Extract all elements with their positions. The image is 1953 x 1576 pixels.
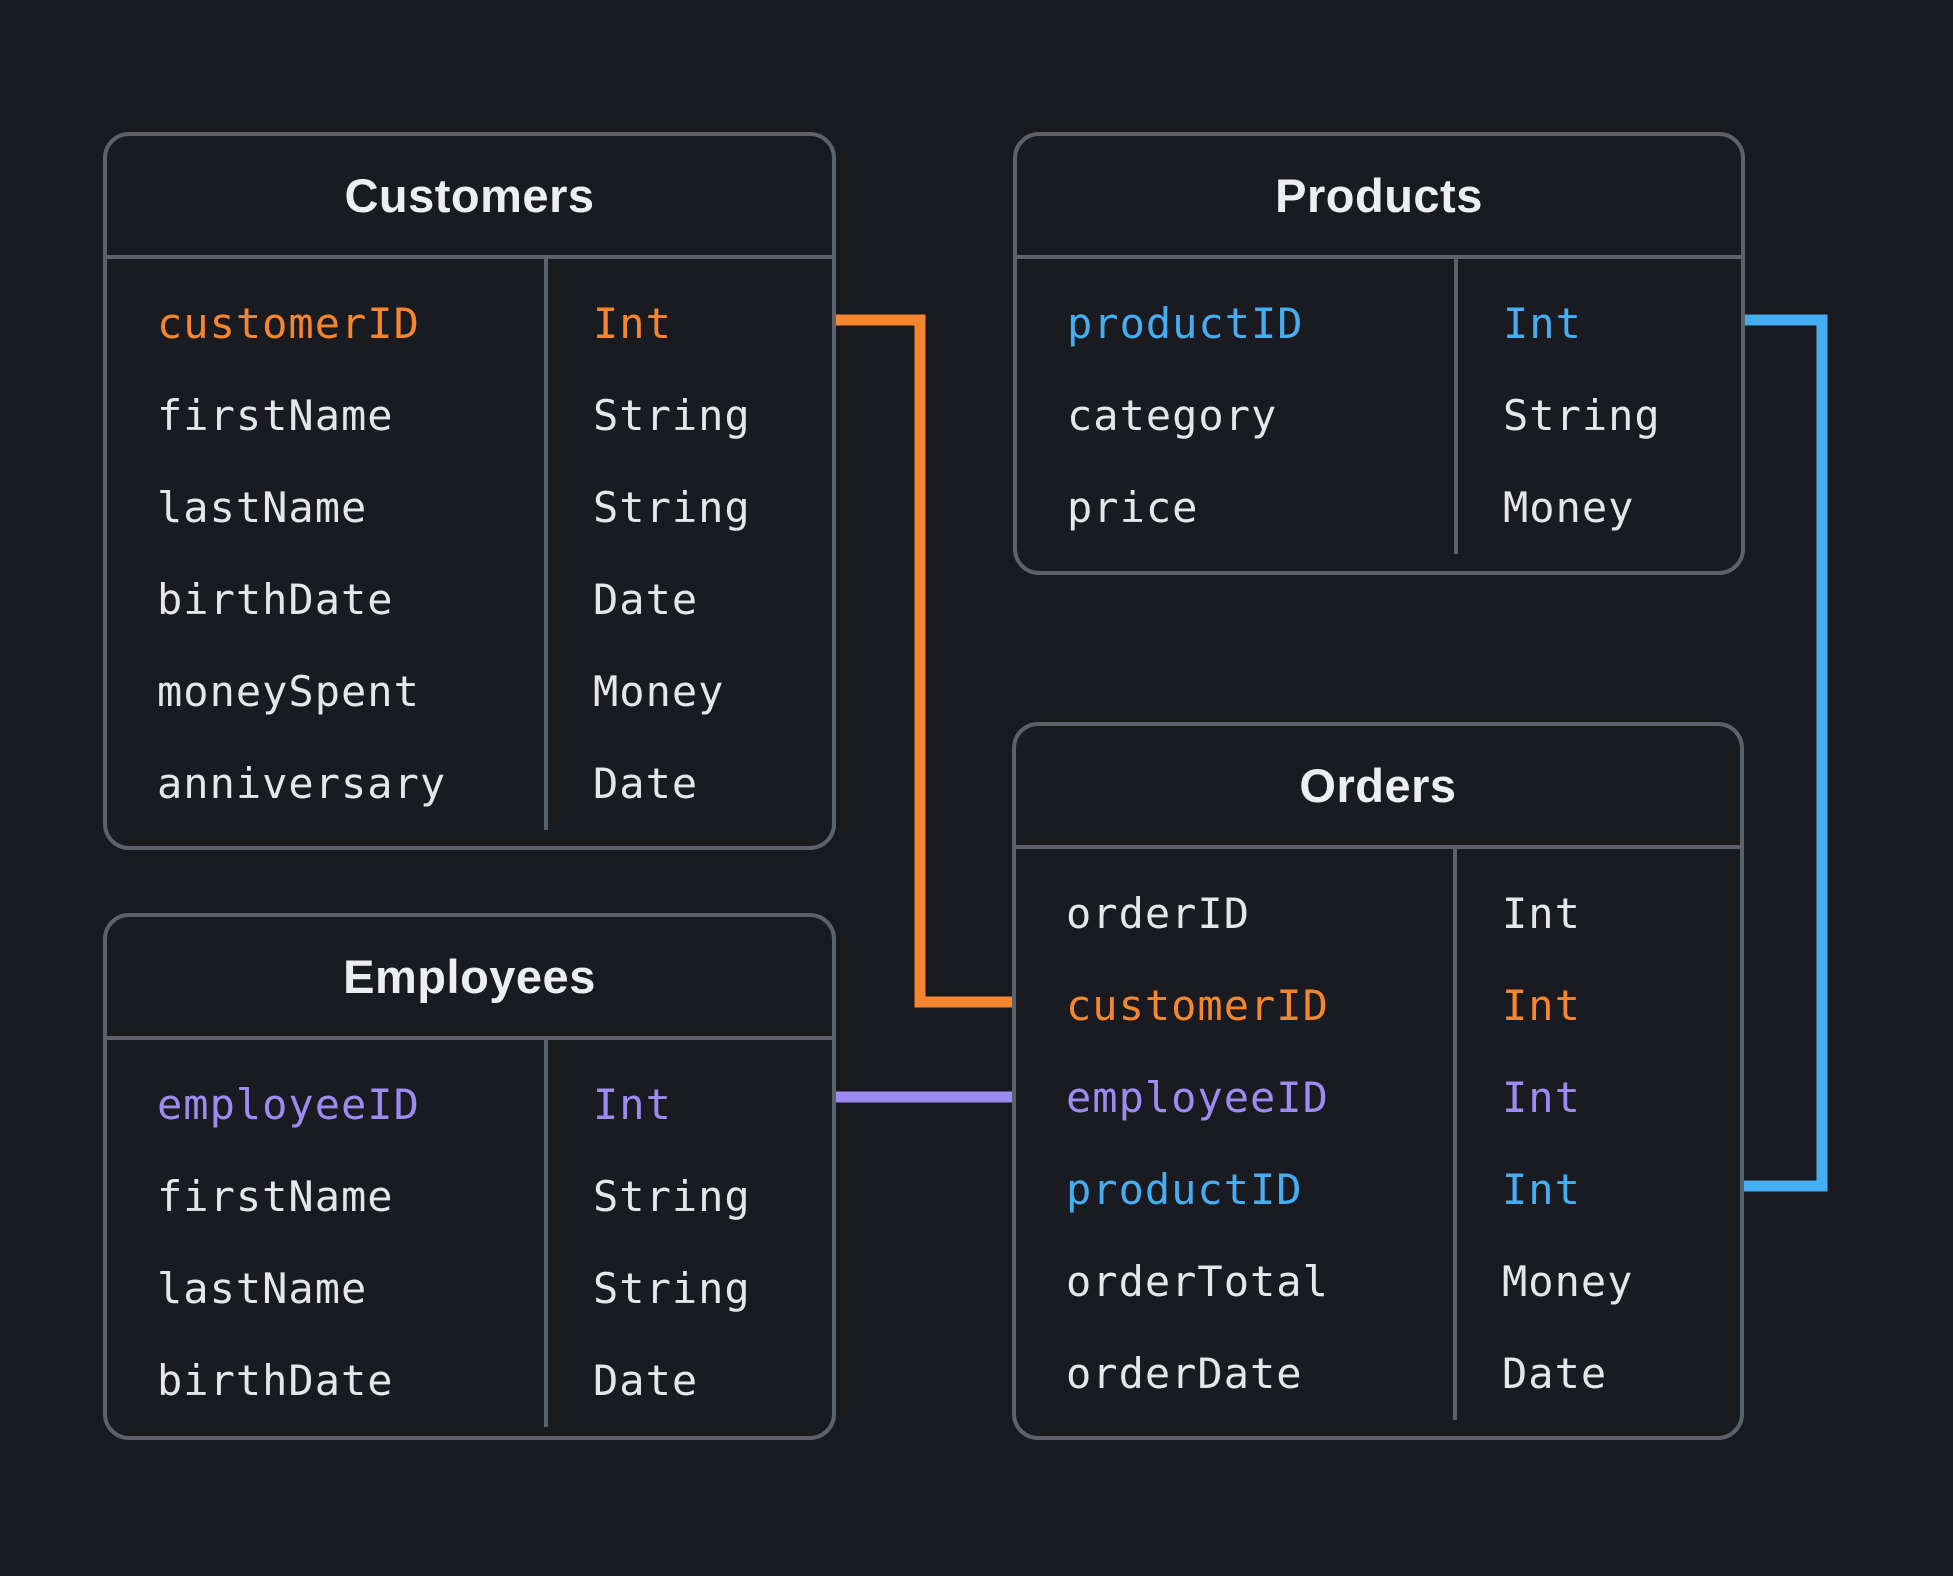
field-name: employeeID [1066, 1073, 1329, 1122]
field-type: Date [593, 1356, 699, 1405]
field-type: Int [1503, 299, 1582, 348]
field-name: moneySpent [157, 667, 420, 716]
table-products-header: Products [1017, 136, 1741, 259]
field-name: lastName [157, 1264, 368, 1313]
field-row: birthDate Date [107, 1335, 832, 1427]
table-customers-title: Customers [344, 169, 595, 222]
field-type: Money [1503, 483, 1635, 532]
field-row: birthDate Date [107, 554, 832, 646]
field-name: productID [1067, 299, 1304, 348]
field-type: String [1503, 391, 1661, 440]
field-type: Int [593, 299, 672, 348]
field-name: category [1067, 391, 1278, 440]
field-row: lastName String [107, 462, 832, 554]
field-name: customerID [1066, 981, 1329, 1030]
table-products-body: productID Int category String price Mone… [1017, 259, 1741, 554]
field-row: orderDate Date [1016, 1328, 1740, 1420]
field-type: String [593, 1172, 751, 1221]
field-type: Money [593, 667, 725, 716]
table-employees: Employees employeeID Int firstName Strin… [103, 913, 836, 1440]
field-row: employeeID Int [107, 1059, 832, 1151]
column-divider [544, 259, 548, 830]
field-type: Date [593, 759, 699, 808]
field-row: price Money [1017, 462, 1741, 554]
field-row: productID Int [1016, 1144, 1740, 1236]
field-row: productID Int [1017, 278, 1741, 370]
field-type: Int [1502, 1073, 1581, 1122]
field-type: Date [593, 575, 699, 624]
field-type: Date [1502, 1349, 1608, 1398]
table-orders-header: Orders [1016, 726, 1740, 849]
table-customers: Customers customerID Int firstName Strin… [103, 132, 836, 850]
table-employees-body: employeeID Int firstName String lastName… [107, 1040, 832, 1427]
column-divider [544, 1040, 548, 1427]
field-row: anniversary Date [107, 738, 832, 830]
table-orders-title: Orders [1299, 759, 1457, 812]
field-type: String [593, 391, 751, 440]
field-row: orderID Int [1016, 868, 1740, 960]
field-name: productID [1066, 1165, 1303, 1214]
field-name: anniversary [157, 759, 447, 808]
table-customers-header: Customers [107, 136, 832, 259]
field-row: firstName String [107, 1151, 832, 1243]
field-row: category String [1017, 370, 1741, 462]
table-customers-body: customerID Int firstName String lastName… [107, 259, 832, 830]
field-name: orderTotal [1066, 1257, 1329, 1306]
table-orders-body: orderID Int customerID Int employeeID In… [1016, 849, 1740, 1420]
field-name: orderDate [1066, 1349, 1303, 1398]
field-name: lastName [157, 483, 368, 532]
field-type: Int [1502, 981, 1581, 1030]
table-products: Products productID Int category String p… [1013, 132, 1745, 575]
field-name: orderID [1066, 889, 1251, 938]
field-row: moneySpent Money [107, 646, 832, 738]
field-row: customerID Int [1016, 960, 1740, 1052]
field-name: birthDate [157, 575, 394, 624]
column-divider [1453, 849, 1457, 1420]
field-name: birthDate [157, 1356, 394, 1405]
field-name: firstName [157, 1172, 394, 1221]
table-employees-title: Employees [343, 950, 596, 1003]
field-row: employeeID Int [1016, 1052, 1740, 1144]
field-type: Money [1502, 1257, 1634, 1306]
field-row: firstName String [107, 370, 832, 462]
table-employees-header: Employees [107, 917, 832, 1040]
field-row: orderTotal Money [1016, 1236, 1740, 1328]
field-name: price [1067, 483, 1199, 532]
connector-products-orders [1744, 314, 1828, 1192]
field-name: employeeID [157, 1080, 420, 1129]
field-type: String [593, 1264, 751, 1313]
field-type: Int [593, 1080, 672, 1129]
field-type: Int [1502, 1165, 1581, 1214]
field-row: lastName String [107, 1243, 832, 1335]
field-name: firstName [157, 391, 394, 440]
field-type: Int [1502, 889, 1581, 938]
field-row: customerID Int [107, 278, 832, 370]
field-name: customerID [157, 299, 420, 348]
column-divider [1454, 259, 1458, 554]
connector-customers-orders [836, 314, 1012, 1008]
table-products-title: Products [1275, 169, 1483, 222]
field-type: String [593, 483, 751, 532]
table-orders: Orders orderID Int customerID Int employ… [1012, 722, 1744, 1440]
